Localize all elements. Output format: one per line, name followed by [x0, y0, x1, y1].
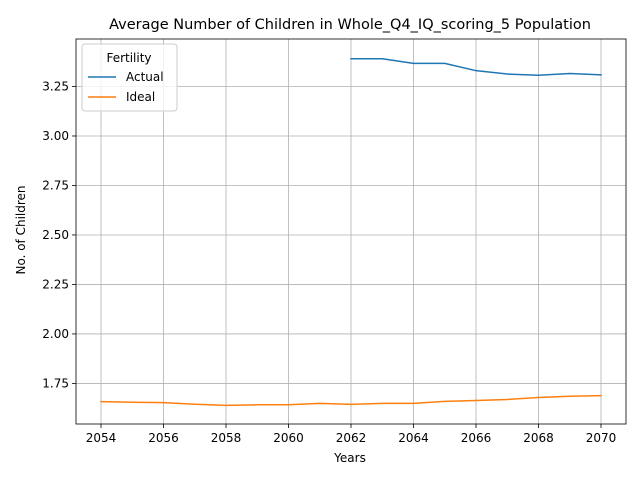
y-tick-label: 3.25 [42, 80, 69, 94]
x-tick-label: 2068 [523, 431, 554, 445]
legend-label-actual: Actual [126, 70, 164, 84]
x-tick-label: 2058 [211, 431, 242, 445]
x-tick-label: 2060 [273, 431, 304, 445]
x-tick-label: 2056 [148, 431, 179, 445]
legend-box [81, 43, 178, 112]
y-axis-label: No. of Children [14, 185, 28, 274]
y-tick-label: 2.25 [42, 277, 69, 291]
legend-label-ideal: Ideal [126, 90, 155, 104]
x-axis-ticks: 2054 2056 2058 2060 2062 2064 2066 2068 2070 [86, 424, 617, 445]
series-lines [100, 58, 602, 407]
y-axis-ticks: 1.75 2.00 2.25 2.50 2.75 3.00 3.25 [42, 80, 76, 390]
legend-title: Fertility [106, 51, 151, 65]
x-tick-label: 2066 [461, 431, 492, 445]
legend: Fertility Actual Ideal [81, 43, 178, 112]
x-tick-label: 2070 [586, 431, 617, 445]
series-line-ideal [100, 394, 602, 407]
x-axis-label: Years [333, 451, 366, 465]
y-tick-label: 2.00 [42, 327, 69, 341]
grid [76, 39, 626, 424]
y-tick-label: 2.50 [42, 228, 69, 242]
x-tick-label: 2054 [86, 431, 117, 445]
x-tick-label: 2064 [398, 431, 429, 445]
series-line-actual [350, 58, 602, 76]
legend-entries: Actual Ideal [88, 70, 164, 104]
y-tick-label: 2.75 [42, 178, 69, 192]
x-tick-label: 2062 [336, 431, 367, 445]
y-tick-label: 1.75 [42, 376, 69, 390]
y-tick-label: 3.00 [42, 129, 69, 143]
chart-title: Average Number of Children in Whole_Q4_I… [109, 17, 591, 33]
